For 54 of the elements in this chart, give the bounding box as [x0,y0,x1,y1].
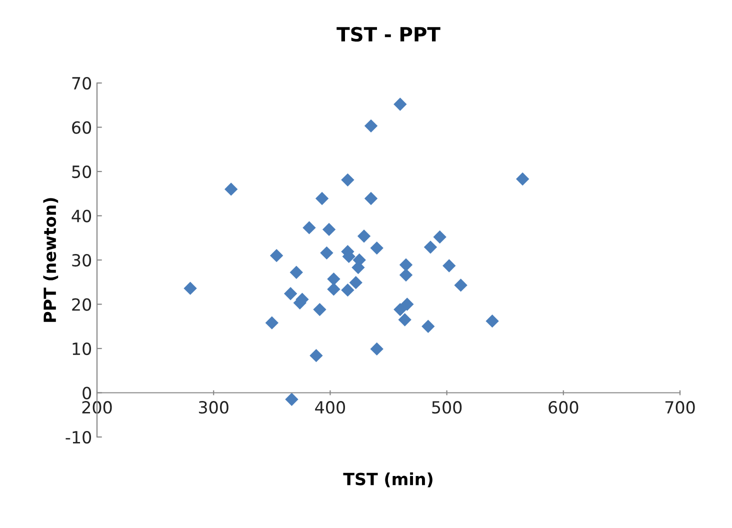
y-tick-label: 70 [72,76,92,90]
point [399,268,413,282]
y-tick-label: 0 [82,386,92,400]
x-tick-label: 400 [315,401,345,414]
point [327,282,340,296]
point [424,240,438,254]
point [398,313,412,326]
point [313,302,326,316]
x-tick-label: 600 [548,401,578,414]
point [265,316,278,330]
point [315,192,329,206]
y-tick-label: -10 [66,430,92,444]
point [364,192,378,206]
y-tick-label: 20 [72,298,92,311]
point [290,266,303,279]
point [224,182,238,196]
point [341,284,354,297]
y-tick-label: 10 [72,342,92,356]
y-axis-title: PPT (newton) [43,198,58,322]
point [454,278,468,292]
point [370,342,384,356]
point [310,348,323,362]
y-tick-label: 50 [72,165,92,178]
y-tick-label: 60 [72,121,92,134]
point [442,259,456,272]
y-tick-label: 30 [72,254,92,267]
x-tick-label: 300 [198,401,228,414]
point [516,172,530,186]
point [394,302,407,316]
point [302,221,316,234]
point [284,287,298,300]
x-tick-label: 500 [432,401,462,414]
point [184,282,197,295]
point [399,258,413,272]
point [270,248,284,262]
y-tick-label: 40 [72,210,92,222]
point [327,272,340,286]
point [285,392,298,406]
point [422,320,435,333]
point [433,230,446,244]
x-tick-label: 700 [665,401,695,414]
point [322,222,336,236]
point [364,119,378,133]
point [320,246,334,260]
point [370,241,384,255]
x-tick-label: 200 [82,401,112,414]
point [357,230,371,243]
point [349,276,362,290]
x-axis-title: TST (min) [343,472,432,488]
point [341,173,354,186]
point [394,98,407,111]
point [400,298,414,311]
chart-title: TST - PPT [336,26,440,42]
point [486,314,499,328]
